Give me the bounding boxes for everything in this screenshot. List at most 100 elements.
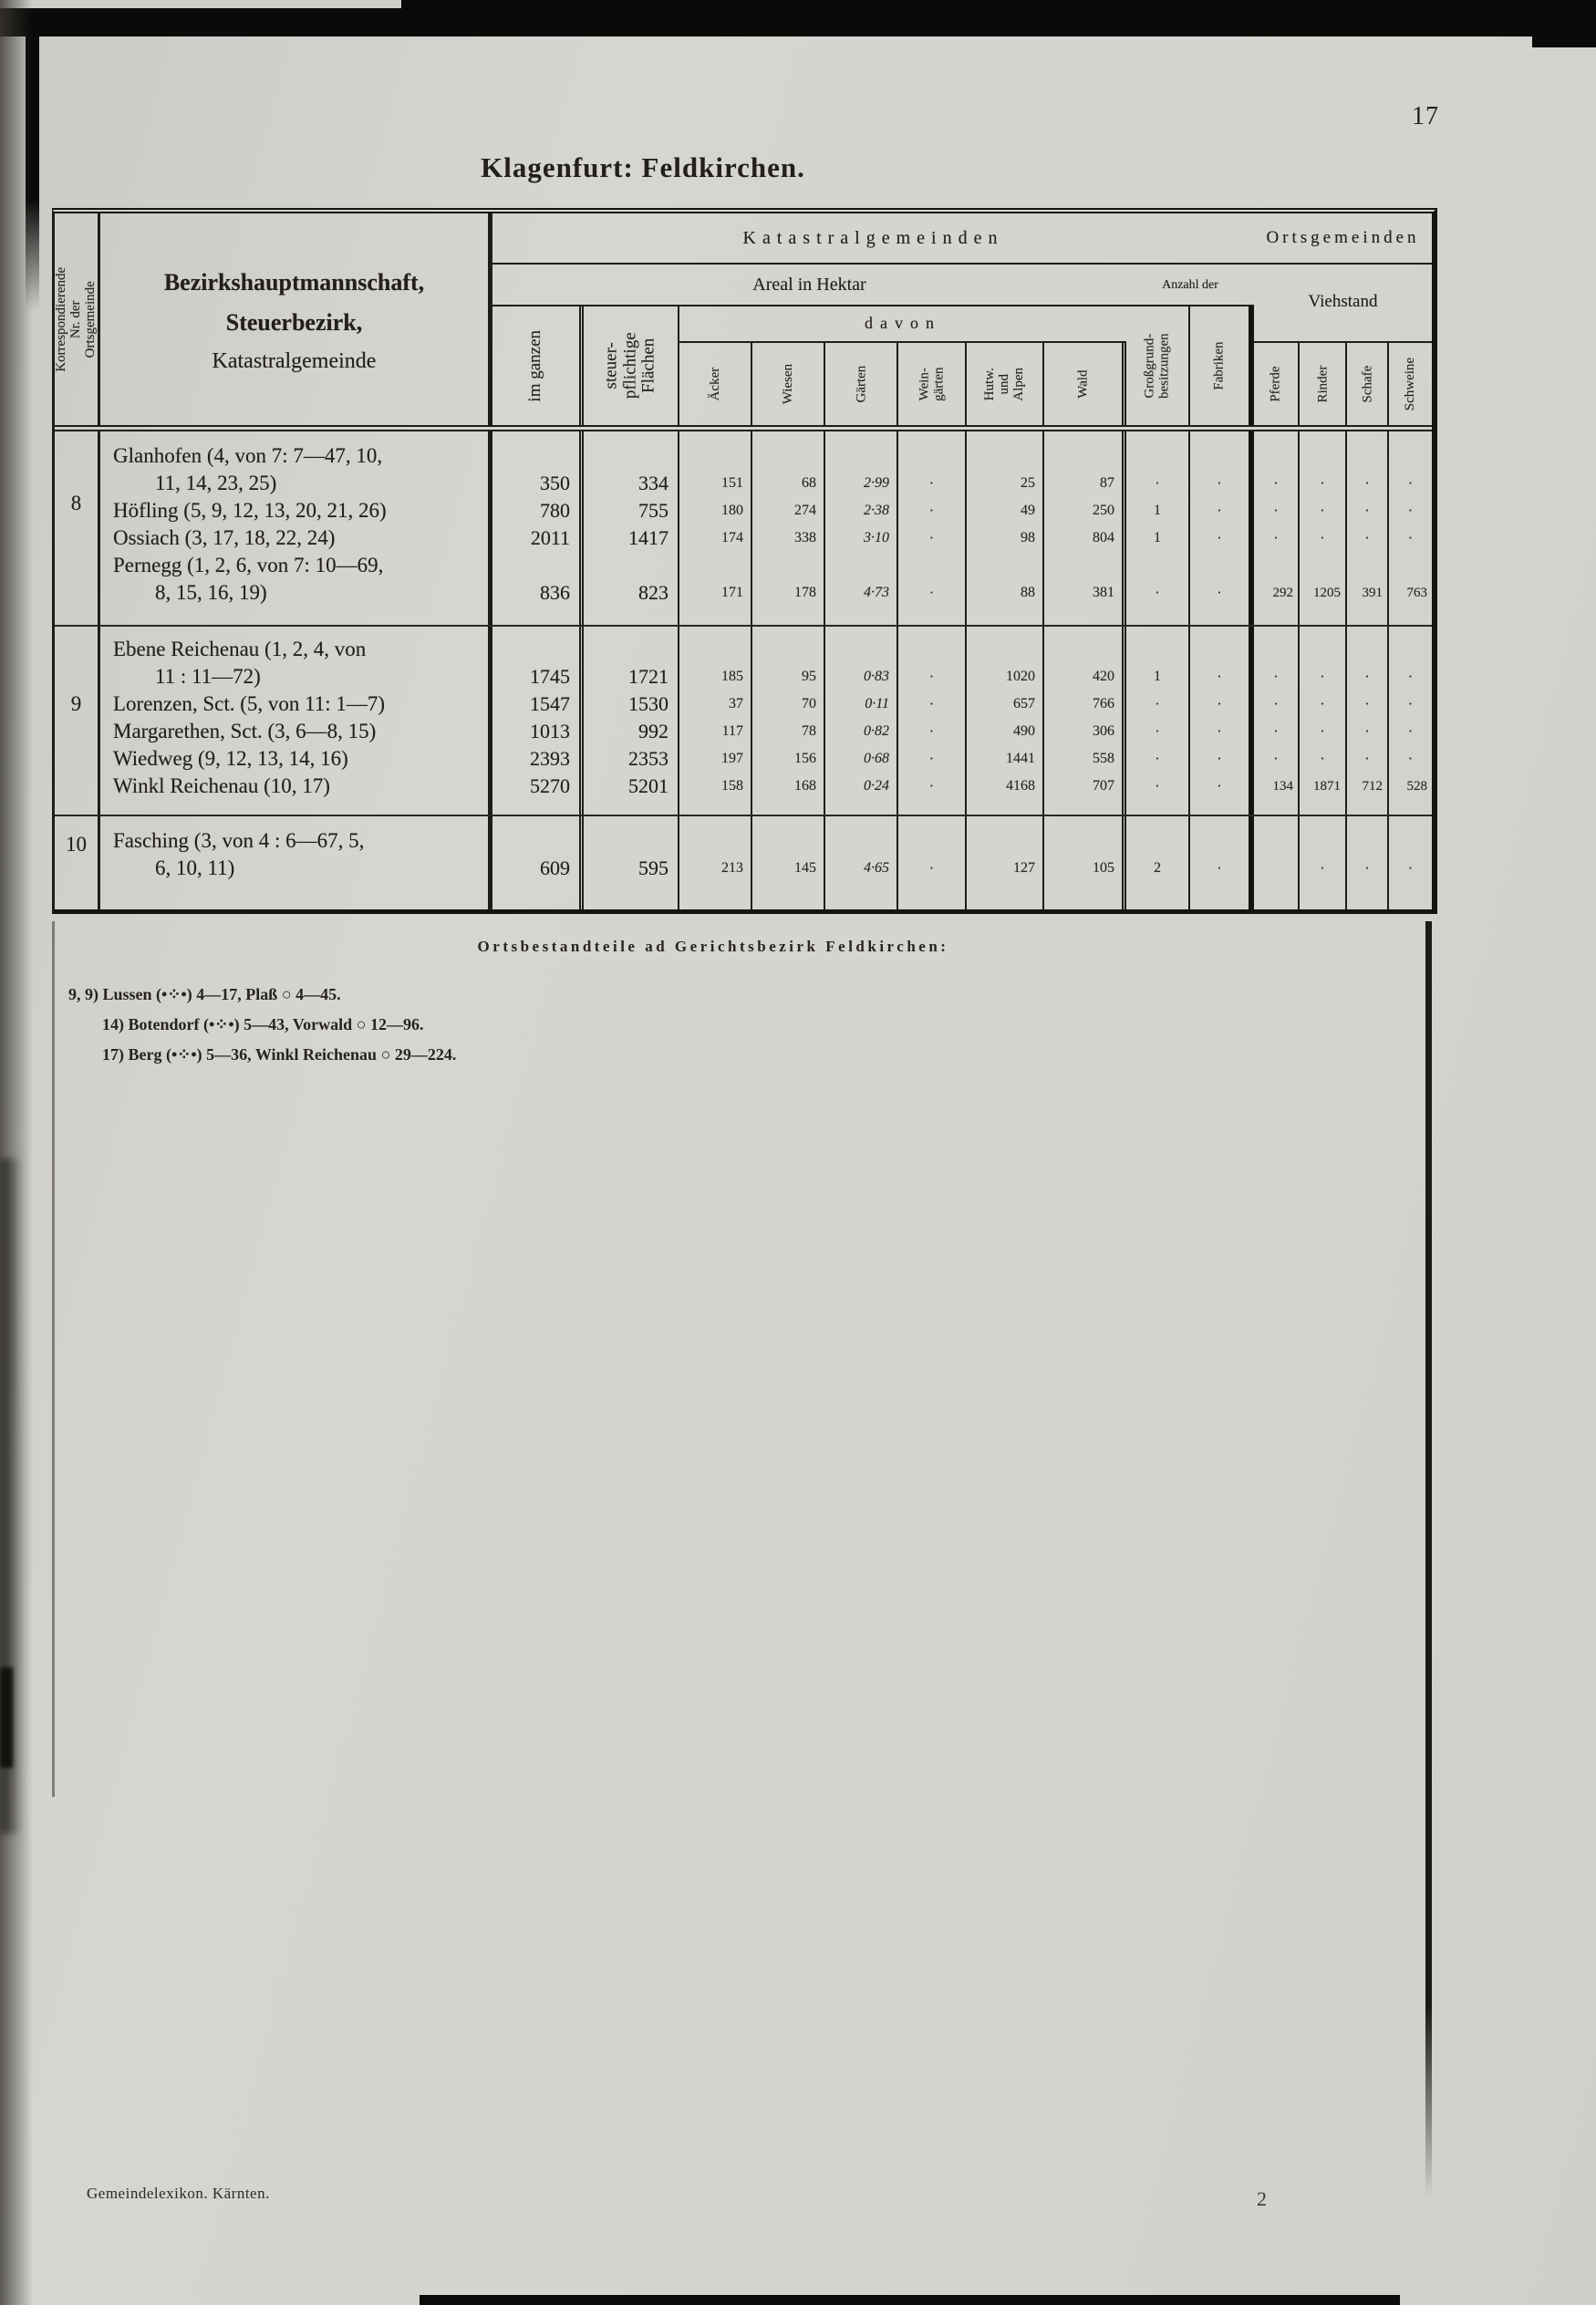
cell-grossgrund: · xyxy=(1126,579,1190,607)
table-spacer-row xyxy=(100,607,1432,625)
cell-grossgrund xyxy=(1126,431,1190,442)
cell-gaerten xyxy=(825,636,898,663)
cell-hutweiden xyxy=(967,816,1044,827)
cell-fabriken xyxy=(1190,800,1254,815)
cell-wald: 87 xyxy=(1044,470,1126,497)
cell-wiesen: 70 xyxy=(752,690,825,718)
cell-rinder: · xyxy=(1300,718,1347,745)
cell-fabriken xyxy=(1190,431,1254,442)
cell-weingaerten xyxy=(898,607,967,625)
table-body: 8 Glanhofen (4, von 7: 7—47, 10, 11, 14, xyxy=(55,431,1432,909)
page-title: Klagenfurt: Feldkirchen. xyxy=(481,151,805,183)
cell-aecker xyxy=(679,800,752,815)
cell-grossgrund: 1 xyxy=(1126,497,1190,524)
cell-wiesen: 156 xyxy=(752,745,825,773)
katastralgemeinde-name: Lorenzen, Sct. (5, von 11: 1—7) xyxy=(100,690,492,718)
cell-hutweiden xyxy=(967,442,1044,470)
col-header-fabriken: Fabriken xyxy=(1190,306,1254,425)
cell-schafe xyxy=(1347,800,1389,815)
col-header-wald: Wald xyxy=(1044,343,1126,425)
cell-aecker: 174 xyxy=(679,524,752,552)
cell-im-ganzen xyxy=(492,816,584,827)
spine-shadow-blob xyxy=(0,1667,13,1768)
cell-rinder: · xyxy=(1300,855,1347,882)
cell-gaerten: 0·24 xyxy=(825,773,898,800)
katastralgemeinde-name: Fasching (3, von 4 : 6—67, 5, xyxy=(100,827,492,855)
cell-wiesen xyxy=(752,636,825,663)
cell-gaerten: 4·73 xyxy=(825,579,898,607)
cell-pferde: · xyxy=(1254,470,1300,497)
cell-schweine xyxy=(1389,800,1432,815)
cell-im-ganzen xyxy=(492,882,584,909)
cell-schafe: · xyxy=(1347,745,1389,773)
cell-steuerpflichtige xyxy=(584,800,679,815)
cell-schafe: 712 xyxy=(1347,773,1389,800)
cell-gaerten xyxy=(825,627,898,636)
cell-hutweiden: 657 xyxy=(967,690,1044,718)
page-left-rule xyxy=(52,921,55,1797)
cell-fabriken xyxy=(1190,816,1254,827)
cell-schafe: 391 xyxy=(1347,579,1389,607)
katastralgemeinde-name: Winkl Reichenau (10, 17) xyxy=(100,773,492,800)
cell-aecker xyxy=(679,442,752,470)
cell-fabriken xyxy=(1190,882,1254,909)
cell-schafe xyxy=(1347,552,1389,579)
katastralgemeinde-name: Pernegg (1, 2, 6, von 7: 10—69, xyxy=(100,552,492,579)
cell-fabriken xyxy=(1190,552,1254,579)
cell-grossgrund xyxy=(1126,636,1190,663)
katastralgemeinde-name xyxy=(100,607,492,625)
cell-schweine xyxy=(1389,827,1432,855)
cell-gaerten xyxy=(825,827,898,855)
cell-hutweiden: 127 xyxy=(967,855,1044,882)
cell-im-ganzen xyxy=(492,431,584,442)
cell-wiesen: 168 xyxy=(752,773,825,800)
cell-wald: 707 xyxy=(1044,773,1126,800)
cell-weingaerten: · xyxy=(898,497,967,524)
cell-steuerpflichtige xyxy=(584,816,679,827)
cell-steuerpflichtige xyxy=(584,882,679,909)
cell-pferde: · xyxy=(1254,497,1300,524)
cell-weingaerten: · xyxy=(898,690,967,718)
cell-schweine: · xyxy=(1407,695,1414,712)
table-row: Höfling (5, 9, 12, 13, 20, 21, 26) 780 7… xyxy=(100,497,1432,524)
col-header-grossgrundbesitzungen: Großgrund- besitzungen xyxy=(1126,306,1190,425)
cell-rinder xyxy=(1300,627,1347,636)
cell-weingaerten: · xyxy=(898,773,967,800)
cell-wiesen xyxy=(752,607,825,625)
cell-pferde: 134 xyxy=(1254,773,1300,800)
table-row: Wiedweg (9, 12, 13, 14, 16) 2393 2353 19… xyxy=(100,745,1432,773)
cell-weingaerten: · xyxy=(898,663,967,690)
cell-im-ganzen: 780 xyxy=(492,497,584,524)
table-row: 8, 15, 16, 19) 836 823 171 178 4·73 · 88… xyxy=(100,579,1432,607)
katastralgemeinde-name xyxy=(100,882,492,909)
cell-fabriken xyxy=(1190,442,1254,470)
cell-rinder xyxy=(1300,607,1347,625)
davon-title: davon xyxy=(679,306,1126,343)
cell-schweine: 763 xyxy=(1406,586,1428,600)
areal-title: Areal in Hektar xyxy=(492,265,1126,306)
cell-aecker xyxy=(679,627,752,636)
cell-grossgrund: · xyxy=(1126,773,1190,800)
cell-wald xyxy=(1044,882,1126,909)
cell-aecker: 180 xyxy=(679,497,752,524)
katastralgemeinde-name: Ossiach (3, 17, 18, 22, 24) xyxy=(100,524,492,552)
katastralgemeinde-name: Ebene Reichenau (1, 2, 4, von xyxy=(100,636,492,663)
cell-aecker xyxy=(679,607,752,625)
cell-fabriken: · xyxy=(1190,524,1254,552)
katastralgemeinde-name: 11 : 11—72) xyxy=(100,663,492,690)
table-group-8: 8 Glanhofen (4, von 7: 7—47, 10, 11, 14, xyxy=(55,431,1432,625)
cell-wiesen: 338 xyxy=(752,524,825,552)
cell-fabriken xyxy=(1190,636,1254,663)
cell-schafe: · xyxy=(1347,663,1389,690)
cell-hutweiden: 25 xyxy=(967,470,1044,497)
cell-schweine xyxy=(1389,636,1432,663)
cell-wald: 420 xyxy=(1044,663,1126,690)
cell-weingaerten xyxy=(898,800,967,815)
cell-im-ganzen: 2011 xyxy=(492,524,584,552)
cell-weingaerten xyxy=(898,816,967,827)
cell-steuerpflichtige xyxy=(584,607,679,625)
cell-aecker: 213 xyxy=(679,855,752,882)
cell-steuerpflichtige: 992 xyxy=(584,718,679,745)
cell-grossgrund: · xyxy=(1126,470,1190,497)
